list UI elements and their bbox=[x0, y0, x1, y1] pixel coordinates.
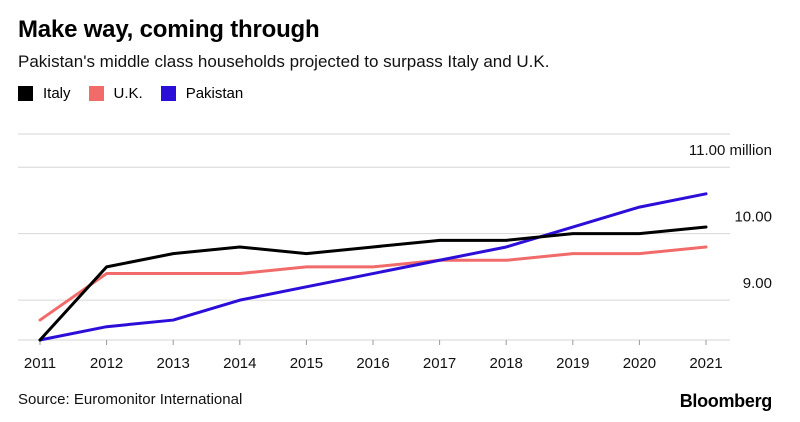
legend-item-pakistan: Pakistan bbox=[160, 85, 244, 102]
chart-title: Make way, coming through bbox=[18, 16, 320, 43]
legend-swatch-uk bbox=[88, 86, 104, 101]
legend-item-uk: U.K. bbox=[88, 85, 143, 102]
x-tick-label: 2014 bbox=[223, 355, 256, 372]
legend-swatch-pakistan bbox=[160, 86, 176, 101]
x-tick-label: 2017 bbox=[423, 355, 456, 372]
x-tick-label: 2015 bbox=[290, 355, 323, 372]
y-tick-label: 9.00 bbox=[743, 275, 772, 292]
source-note: Source: Euromonitor International bbox=[18, 391, 243, 408]
x-tick-label: 2011 bbox=[24, 355, 56, 372]
x-tick-label: 2016 bbox=[356, 355, 389, 372]
x-tick-label: 2013 bbox=[157, 355, 190, 372]
legend-swatch-italy bbox=[18, 86, 33, 101]
x-tick-label: 2020 bbox=[623, 355, 656, 372]
series-line-pakistan bbox=[38, 192, 708, 342]
x-tick-label: 2019 bbox=[556, 355, 589, 372]
chart-subtitle: Pakistan's middle class households proje… bbox=[18, 52, 550, 71]
legend-label-italy: Italy bbox=[43, 85, 71, 102]
legend: Italy U.K. Pakistan bbox=[18, 85, 261, 102]
x-tick-label: 2018 bbox=[490, 355, 523, 372]
series-line-italy bbox=[38, 225, 708, 342]
bloomberg-logo: Bloomberg bbox=[679, 391, 773, 411]
x-tick-label: 2021 bbox=[689, 355, 722, 372]
y-tick-label: 10.00 bbox=[734, 209, 772, 226]
x-tick-label: 2012 bbox=[90, 355, 123, 372]
series-line-uk bbox=[38, 245, 708, 322]
y-tick-label: 11.00 million bbox=[689, 142, 772, 159]
legend-item-italy: Italy bbox=[18, 85, 71, 102]
legend-label-pakistan: Pakistan bbox=[185, 85, 244, 102]
legend-label-uk: U.K. bbox=[113, 85, 143, 102]
